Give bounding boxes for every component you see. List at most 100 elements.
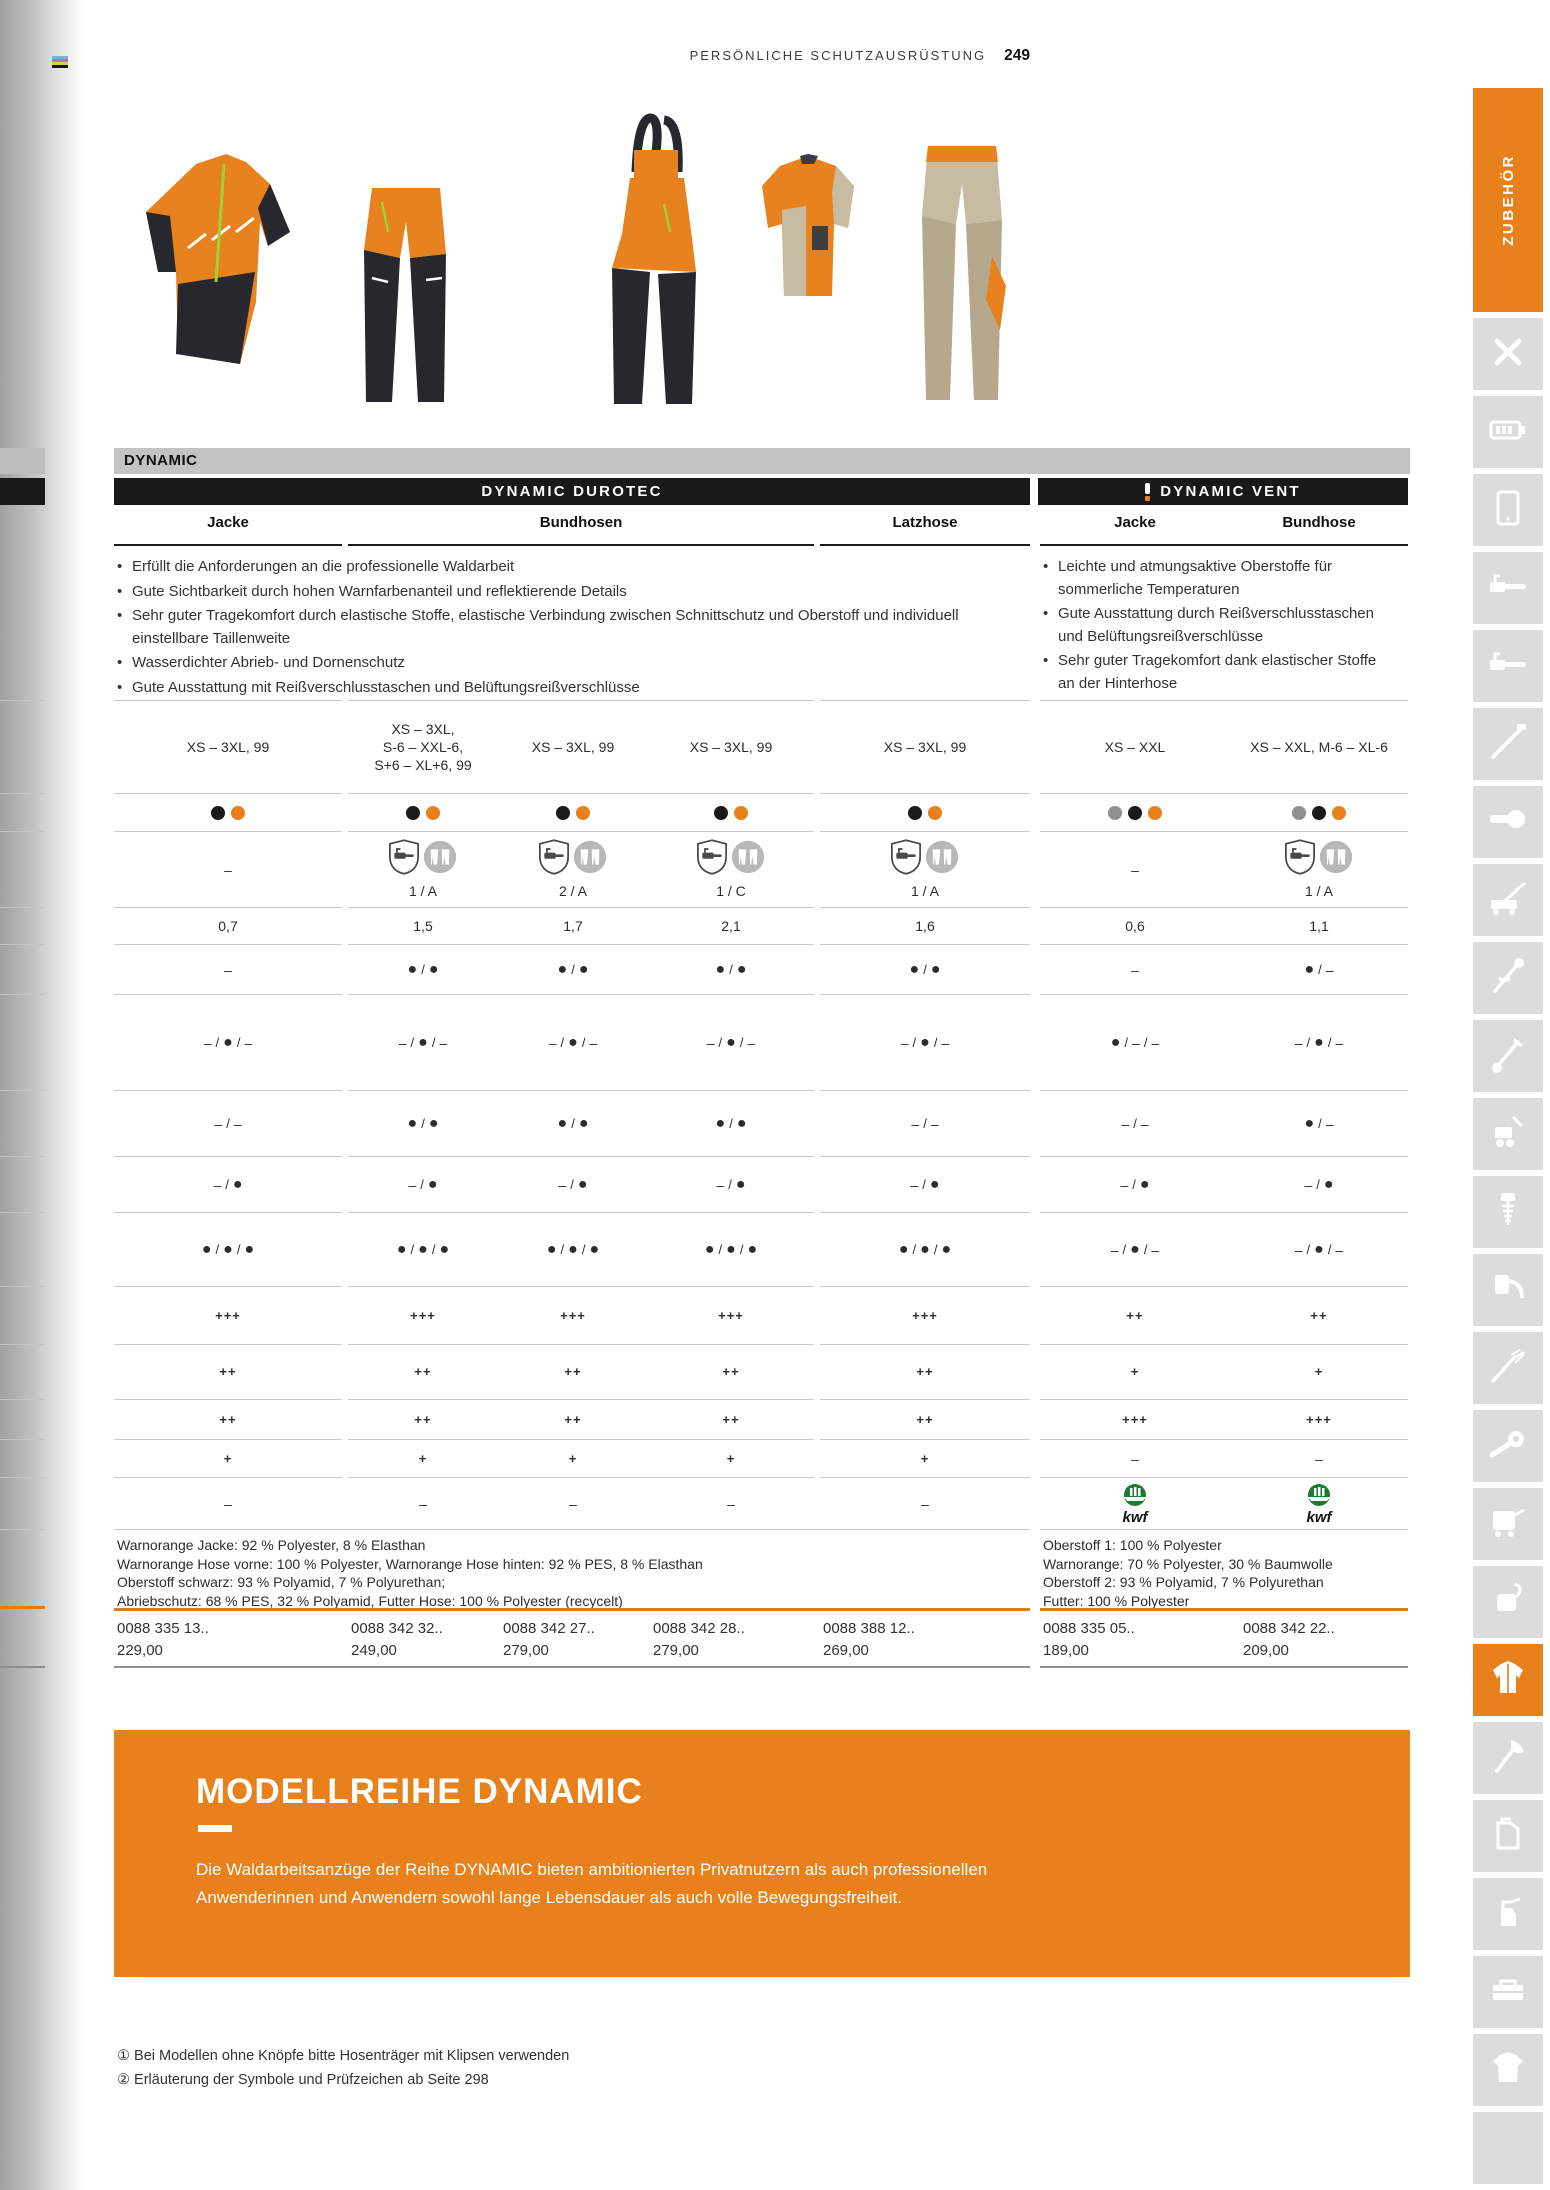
cell-cut-protection: 1 / A: [1230, 832, 1408, 907]
row-group: – / –: [114, 1090, 342, 1156]
spray-bottle-icon: [1488, 1892, 1528, 1937]
cell-symbols: –: [114, 1478, 342, 1529]
bleed-line: [0, 1477, 45, 1478]
cell-color-options: [820, 794, 1030, 831]
cell-symbols: ● / ●: [648, 945, 814, 994]
symbol-sequence: –: [1315, 1452, 1323, 1466]
table-row-cert: – – – – – kwf kwf: [114, 1477, 1408, 1529]
filled-dot-symbol: ●: [418, 1240, 428, 1258]
dash-symbol: –: [1131, 861, 1139, 878]
sidebar-tile-axe: [1473, 1722, 1543, 1794]
tablet-icon: [1488, 488, 1528, 533]
sidebar-tile-chainsaw: [1473, 552, 1543, 624]
cell-rating: +++: [1306, 1411, 1332, 1427]
table-row-protection: – 1 / A 2 / A 1 / C 1 / A – 1 / A: [114, 831, 1408, 907]
price-value: 279,00: [503, 1642, 549, 1659]
protection-group: 1 / C: [697, 839, 765, 900]
footnote-2: ② Erläuterung der Symbole und Prüfzeiche…: [117, 2072, 489, 2088]
filled-dot-symbol: ●: [577, 1175, 588, 1193]
column-header-durotec-latzhose: Latzhose: [892, 514, 958, 531]
filled-dot-symbol: ●: [1110, 1033, 1121, 1051]
cell-symbols: – / ● / –: [498, 995, 648, 1090]
slash-separator: /: [1132, 1176, 1136, 1192]
cell-rating: +: [1130, 1364, 1140, 1379]
cell-symbols: – / ●: [114, 1157, 342, 1212]
dash-symbol: –: [589, 1034, 598, 1051]
kwf-tree-icon: [1298, 1483, 1340, 1512]
row-group: –: [114, 944, 342, 994]
dash-symbol: –: [1132, 1034, 1140, 1051]
series-bar: DYNAMIC: [114, 448, 1410, 474]
symbol-sequence: ● / ●: [558, 1115, 589, 1133]
cell-symbols: –: [1040, 945, 1230, 994]
kwf-label: kwf: [1306, 1508, 1332, 1526]
part-number: 0088 342 22..: [1243, 1620, 1335, 1637]
symbol-sequence: – / –: [911, 1115, 938, 1133]
protective-trousers-pictogram-icon: [423, 840, 457, 878]
temperature-alert-icon: [1145, 482, 1151, 501]
filled-dot-symbol: ●: [1304, 1114, 1315, 1132]
cell-symbols: – / ● / –: [1230, 1213, 1408, 1286]
slash-separator: /: [1122, 1241, 1127, 1257]
product-image-vent-bundhose: [912, 138, 1012, 411]
sidebar-tile-blower: [1473, 1410, 1543, 1482]
protection-icons: [1285, 839, 1353, 879]
symbol-sequence: – / ●: [910, 1176, 939, 1194]
product-image-durotec-bundhose: [352, 182, 462, 412]
row-group: XS – 3XL, 99: [114, 700, 342, 793]
slash-separator: /: [933, 1241, 938, 1257]
filled-dot-symbol: ●: [909, 960, 920, 978]
cell-symbols: ● / –: [1230, 945, 1408, 994]
lawn-mower-icon: [1488, 878, 1528, 923]
symbol-sequence: – / ●: [408, 1176, 437, 1194]
slash-separator: /: [1306, 1241, 1311, 1257]
symbol-sequence: ● / – / –: [1111, 1034, 1160, 1052]
symbol-sequence: –: [419, 1497, 427, 1511]
canister-icon: [1488, 1814, 1528, 1859]
cell-symbols: ● / – / –: [1040, 995, 1230, 1090]
filled-dot-symbol: ●: [930, 960, 941, 978]
slash-separator: /: [571, 961, 575, 977]
color-dot-gray: [1292, 805, 1306, 820]
blower-icon: [1488, 1424, 1528, 1469]
row-group: [820, 793, 1030, 831]
kwf-label: kwf: [1122, 1508, 1148, 1526]
filled-dot-symbol: ●: [1304, 960, 1315, 978]
material-line: Oberstoff schwarz: 93 % Polyamid, 7 % Po…: [117, 1574, 446, 1590]
slash-separator: /: [431, 1241, 436, 1257]
bleed-line: [0, 700, 45, 701]
price-section-durotec: 0088 335 13.. 229,00 0088 342 32.. 249,00 00…: [114, 1608, 1030, 1668]
price-value: 279,00: [653, 1642, 699, 1659]
dash-symbol: –: [1131, 961, 1139, 978]
cell-symbols: ● / ●: [498, 1091, 648, 1156]
promo-text: Die Waldarbeitsanzüge der Reihe DYNAMIC …: [196, 1860, 988, 1907]
toolbox-icon: [1488, 1970, 1528, 2015]
feature-item: Wasserdichter Abrieb- und Dornenschutz: [117, 652, 1022, 675]
sidebar-tile-lawn-mower: [1473, 864, 1543, 936]
row-group: [114, 793, 342, 831]
cell-rating: +++: [410, 1307, 436, 1323]
cell-symbols: – / ● / –: [648, 995, 814, 1090]
pole-hedge-trimmer-icon: [1488, 1346, 1528, 1391]
dash-symbol: –: [1325, 961, 1334, 978]
protective-trousers-pictogram-icon: [573, 840, 607, 878]
cell-symbols: ● / ● / ●: [648, 1213, 814, 1286]
cell-symbols: – / ●: [648, 1157, 814, 1212]
filled-dot-symbol: ●: [704, 1240, 715, 1258]
cell-text: 1,6: [915, 918, 935, 934]
cell-rating: +++: [912, 1307, 938, 1323]
kwf-logo: kwf: [1298, 1483, 1340, 1525]
color-dot-group: [1289, 805, 1349, 820]
cell-symbols: ● / ●: [820, 945, 1030, 994]
dash-symbol: –: [910, 1176, 919, 1193]
kwf-logo: kwf: [1114, 1483, 1156, 1525]
slash-separator: /: [560, 1241, 565, 1257]
filled-dot-symbol: ●: [1314, 1033, 1324, 1051]
symbol-sequence: ● / –: [1304, 1115, 1333, 1133]
cell-cut-protection: 2 / A: [498, 832, 648, 907]
color-dot-black: [1128, 805, 1142, 820]
price-cell: 0088 342 22.. 209,00: [1240, 1611, 1408, 1666]
dash-symbol: –: [569, 1495, 577, 1512]
dash-symbol: –: [419, 1495, 427, 1512]
filled-dot-symbol: ●: [736, 960, 747, 978]
